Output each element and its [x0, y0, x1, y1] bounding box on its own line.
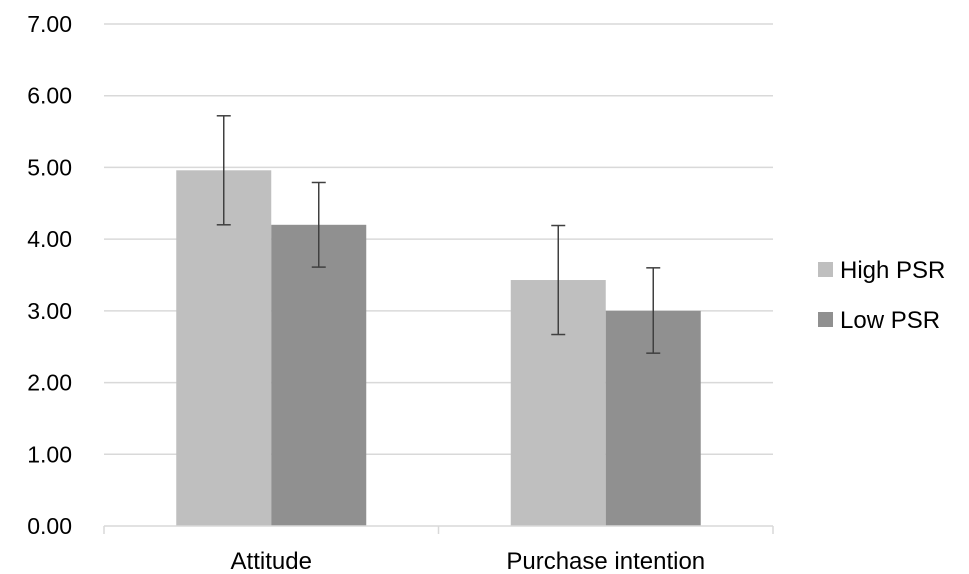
legend-label: High PSR: [840, 257, 945, 284]
legend-label: Low PSR: [840, 307, 940, 334]
error-bars: [216, 115, 661, 354]
bars: [176, 170, 701, 527]
y-tick-label: 4.00: [27, 226, 72, 252]
y-tick-label: 5.00: [27, 154, 72, 180]
error-bar: [646, 267, 661, 354]
legend-swatch: [818, 312, 833, 327]
y-axis-tick-labels: 0.00 1.00 2.00 3.00 4.00 5.00 6.00 7.00: [27, 11, 72, 539]
legend-swatch: [818, 262, 833, 277]
y-tick-label: 1.00: [27, 441, 72, 467]
bar-high-psr-attitude: [176, 170, 272, 526]
category-labels: Attitude Purchase intention: [231, 548, 706, 574]
y-tick-label: 3.00: [27, 298, 72, 324]
bar-low-psr-attitude: [271, 224, 367, 527]
y-tick-label: 0.00: [27, 513, 72, 539]
error-bar: [216, 115, 231, 226]
category-label: Purchase intention: [506, 548, 705, 574]
x-axis: [103, 525, 774, 534]
error-bar: [551, 224, 566, 336]
category-label: Attitude: [231, 548, 312, 574]
y-tick-label: 2.00: [27, 370, 72, 396]
y-tick-label: 7.00: [27, 11, 72, 37]
y-tick-label: 6.00: [27, 83, 72, 109]
legend: High PSR Low PSR: [818, 257, 945, 334]
error-bar: [311, 181, 326, 268]
